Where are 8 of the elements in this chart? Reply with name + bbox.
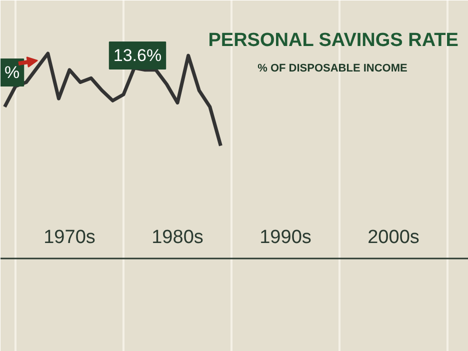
annotation: %	[4, 63, 20, 82]
chart-title: PERSONAL SAVINGS RATE	[208, 30, 458, 51]
x-tick-label: 1990s	[260, 227, 312, 248]
annotation: 13.6%	[113, 46, 162, 65]
x-tick-label: 2000s	[368, 227, 420, 248]
x-tick-label: 1980s	[152, 227, 204, 248]
text: % OF DISPOSABLE INCOME	[258, 62, 408, 74]
x-tick-label: 1970s	[44, 227, 96, 248]
